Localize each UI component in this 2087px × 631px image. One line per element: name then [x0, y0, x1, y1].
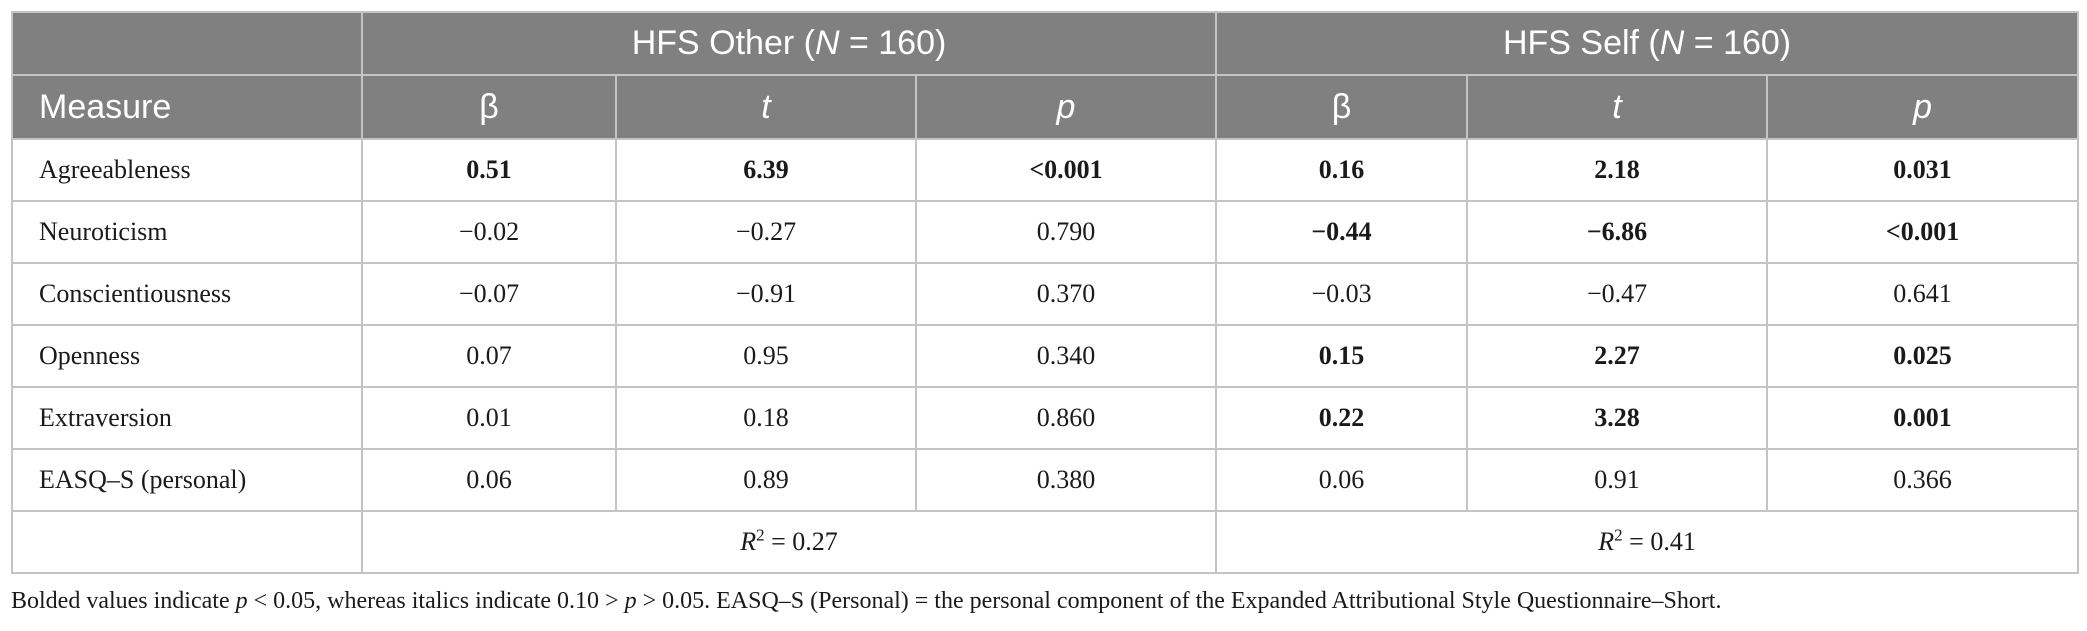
hfs-other-n: N	[814, 24, 840, 62]
other-t-cell: 0.89	[615, 448, 917, 512]
self-beta-cell: 0.16	[1215, 138, 1469, 202]
other-p-cell: 0.370	[914, 262, 1218, 326]
other-p-cell: 0.860	[914, 386, 1218, 450]
other-p-header: p	[914, 74, 1218, 140]
other-beta-cell: 0.06	[361, 448, 617, 512]
r-squared-symbol: R	[740, 527, 757, 556]
other-beta-cell: −0.02	[361, 200, 617, 264]
self-beta-cell: −0.03	[1215, 262, 1469, 326]
self-beta-cell: 0.15	[1215, 324, 1469, 388]
measure-cell: EASQ–S (personal)	[11, 448, 363, 512]
other-beta-cell: −0.07	[361, 262, 617, 326]
self-beta-cell: 0.06	[1215, 448, 1469, 512]
self-t-cell: 0.91	[1466, 448, 1769, 512]
other-p-cell: 0.380	[914, 448, 1218, 512]
measure-cell: Conscientiousness	[11, 262, 363, 326]
table-body: Agreeableness 0.51 6.39 <0.001 0.16 2.18…	[11, 138, 2080, 574]
results-table-container: HFS Other (N = 160) HFS Self (N = 160) M…	[11, 11, 2080, 574]
table-row: Conscientiousness −0.07 −0.91 0.370 −0.0…	[11, 262, 2080, 326]
r-squared-other-value: = 0.27	[764, 527, 838, 556]
self-p-cell: 0.641	[1766, 262, 2080, 326]
self-t-cell: 2.27	[1466, 324, 1769, 388]
hfs-self-suffix: = 160)	[1684, 24, 1792, 62]
r-squared-empty-cell	[11, 510, 363, 574]
other-beta-cell: 0.51	[361, 138, 617, 202]
column-header-row: Measure β t p β t p	[11, 74, 2080, 140]
measure-cell: Extraversion	[11, 386, 363, 450]
other-beta-header: β	[361, 74, 617, 140]
measure-cell: Openness	[11, 324, 363, 388]
table-row: Neuroticism −0.02 −0.27 0.790 −0.44 −6.8…	[11, 200, 2080, 264]
other-t-cell: −0.91	[615, 262, 917, 326]
r-squared-symbol: R	[1598, 527, 1615, 556]
self-p-cell: 0.031	[1766, 138, 2080, 202]
self-p-cell: 0.366	[1766, 448, 2080, 512]
hfs-other-prefix: HFS Other (	[631, 24, 815, 62]
r-squared-self-value: = 0.41	[1622, 527, 1696, 556]
table-footnote: Bolded values indicate p < 0.05, whereas…	[11, 588, 1721, 615]
table-row: Openness 0.07 0.95 0.340 0.15 2.27 0.025	[11, 324, 2080, 388]
self-p-cell: <0.001	[1766, 200, 2080, 264]
other-p-cell: 0.340	[914, 324, 1218, 388]
group-header-row: HFS Other (N = 160) HFS Self (N = 160)	[11, 11, 2080, 76]
r-squared-other: R2 = 0.27	[360, 510, 1218, 574]
table-row: EASQ–S (personal) 0.06 0.89 0.380 0.06 0…	[11, 448, 2080, 512]
other-p-cell: 0.790	[914, 200, 1218, 264]
self-t-cell: −6.86	[1466, 200, 1769, 264]
other-beta-cell: 0.01	[361, 386, 617, 450]
self-t-header: t	[1466, 74, 1769, 140]
self-beta-header: β	[1215, 74, 1469, 140]
other-t-cell: 0.95	[615, 324, 917, 388]
measure-cell: Agreeableness	[11, 138, 363, 202]
self-t-cell: 2.18	[1466, 138, 1769, 202]
regression-table: HFS Other (N = 160) HFS Self (N = 160) M…	[11, 11, 2080, 574]
hfs-self-n: N	[1659, 24, 1685, 62]
hfs-other-suffix: = 160)	[839, 24, 947, 62]
r-squared-exponent: 2	[756, 525, 765, 545]
footnote-text: Bolded values indicate p < 0.05, whereas…	[11, 588, 1722, 614]
r-squared-row: R2 = 0.27 R2 = 0.41	[11, 510, 2080, 574]
table-row: Agreeableness 0.51 6.39 <0.001 0.16 2.18…	[11, 138, 2080, 202]
measure-header: Measure	[11, 74, 363, 140]
hfs-self-prefix: HFS Self (	[1502, 24, 1660, 62]
other-t-header: t	[615, 74, 917, 140]
r-squared-self: R2 = 0.41	[1215, 510, 2080, 574]
hfs-other-header: HFS Other (N = 160)	[360, 11, 1218, 76]
r-squared-exponent: 2	[1614, 525, 1623, 545]
other-t-cell: 0.18	[615, 386, 917, 450]
self-p-cell: 0.025	[1766, 324, 2080, 388]
other-t-cell: −0.27	[615, 200, 917, 264]
self-p-cell: 0.001	[1766, 386, 2080, 450]
other-beta-cell: 0.07	[361, 324, 617, 388]
self-p-header: p	[1766, 74, 2080, 140]
table-row: Extraversion 0.01 0.18 0.860 0.22 3.28 0…	[11, 386, 2080, 450]
empty-corner-cell	[11, 11, 363, 76]
self-t-cell: 3.28	[1466, 386, 1769, 450]
other-p-cell: <0.001	[914, 138, 1218, 202]
self-beta-cell: −0.44	[1215, 200, 1469, 264]
self-t-cell: −0.47	[1466, 262, 1769, 326]
hfs-self-header: HFS Self (N = 160)	[1215, 11, 2080, 76]
self-beta-cell: 0.22	[1215, 386, 1469, 450]
other-t-cell: 6.39	[615, 138, 917, 202]
measure-cell: Neuroticism	[11, 200, 363, 264]
